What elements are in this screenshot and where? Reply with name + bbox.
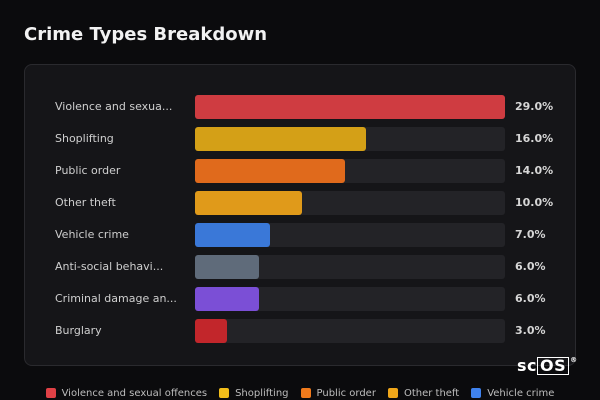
bar[interactable]	[195, 287, 260, 311]
legend-entry: Public order	[300, 386, 376, 400]
bar-track	[195, 255, 505, 279]
category-label: Public order	[55, 164, 121, 177]
legend-swatch	[471, 388, 482, 398]
legend-label: Violence and sexual offences	[61, 387, 208, 399]
bar-row: Violence and sexua... 29.0%	[25, 95, 575, 119]
legend-swatch	[387, 388, 398, 398]
chart-panel: Violence and sexua... 29.0% Shoplifting 16.…	[24, 64, 576, 366]
brand-boxed: OS	[537, 357, 570, 375]
bar[interactable]	[195, 95, 505, 119]
legend-swatch	[45, 388, 56, 398]
value-label: 3.0%	[515, 324, 546, 337]
category-label: Shoplifting	[55, 132, 114, 145]
legend-entry: Other theft	[387, 386, 460, 400]
legend-label: Vehicle crime	[487, 387, 555, 399]
brand-logo: sc OS ®	[517, 356, 578, 375]
legend-entry: Violence and sexual offences	[45, 386, 208, 400]
value-label: 6.0%	[515, 260, 546, 273]
bar[interactable]	[195, 159, 345, 183]
value-label: 7.0%	[515, 228, 546, 241]
category-label: Burglary	[55, 324, 102, 337]
legend-swatch	[300, 388, 311, 398]
value-label: 14.0%	[515, 164, 554, 177]
bar-row: Anti-social behavi... 6.0%	[25, 255, 575, 279]
value-label: 10.0%	[515, 196, 554, 209]
bar-row: Shoplifting 16.0%	[25, 127, 575, 151]
bar-row: Criminal damage an... 6.0%	[25, 287, 575, 311]
legend-entry: Vehicle crime	[471, 386, 554, 400]
bar[interactable]	[195, 255, 260, 279]
legend-label: Other theft	[403, 387, 460, 399]
chart-legend: Violence and sexual offences Shoplifting P…	[0, 386, 600, 400]
bar[interactable]	[195, 319, 228, 343]
category-label: Other theft	[55, 196, 116, 209]
legend-label: Shoplifting	[235, 387, 289, 399]
value-label: 29.0%	[515, 100, 554, 113]
bar-track	[195, 127, 505, 151]
category-label: Vehicle crime	[55, 228, 129, 241]
legend-entry: Shoplifting	[219, 386, 289, 400]
value-label: 16.0%	[515, 132, 554, 145]
bar-row: Vehicle crime 7.0%	[25, 223, 575, 247]
bar-track	[195, 223, 505, 247]
bar-track	[195, 319, 505, 343]
bar[interactable]	[195, 127, 367, 151]
bar-track	[195, 287, 505, 311]
chart-title: Crime Types Breakdown	[24, 24, 268, 45]
category-label: Violence and sexua...	[55, 100, 173, 113]
brand-mark: ®	[570, 356, 578, 364]
bar[interactable]	[195, 223, 270, 247]
brand-prefix: sc	[517, 356, 538, 375]
bar[interactable]	[195, 191, 302, 215]
legend-swatch	[219, 388, 230, 398]
bar-track	[195, 191, 505, 215]
category-label: Anti-social behavi...	[55, 260, 164, 273]
legend-label: Public order	[316, 387, 376, 399]
bar-track	[195, 95, 505, 119]
bar-row: Public order 14.0%	[25, 159, 575, 183]
value-label: 6.0%	[515, 292, 546, 305]
category-label: Criminal damage an...	[55, 292, 177, 305]
bar-track	[195, 159, 505, 183]
bar-row: Other theft 10.0%	[25, 191, 575, 215]
bar-row: Burglary 3.0%	[25, 319, 575, 343]
